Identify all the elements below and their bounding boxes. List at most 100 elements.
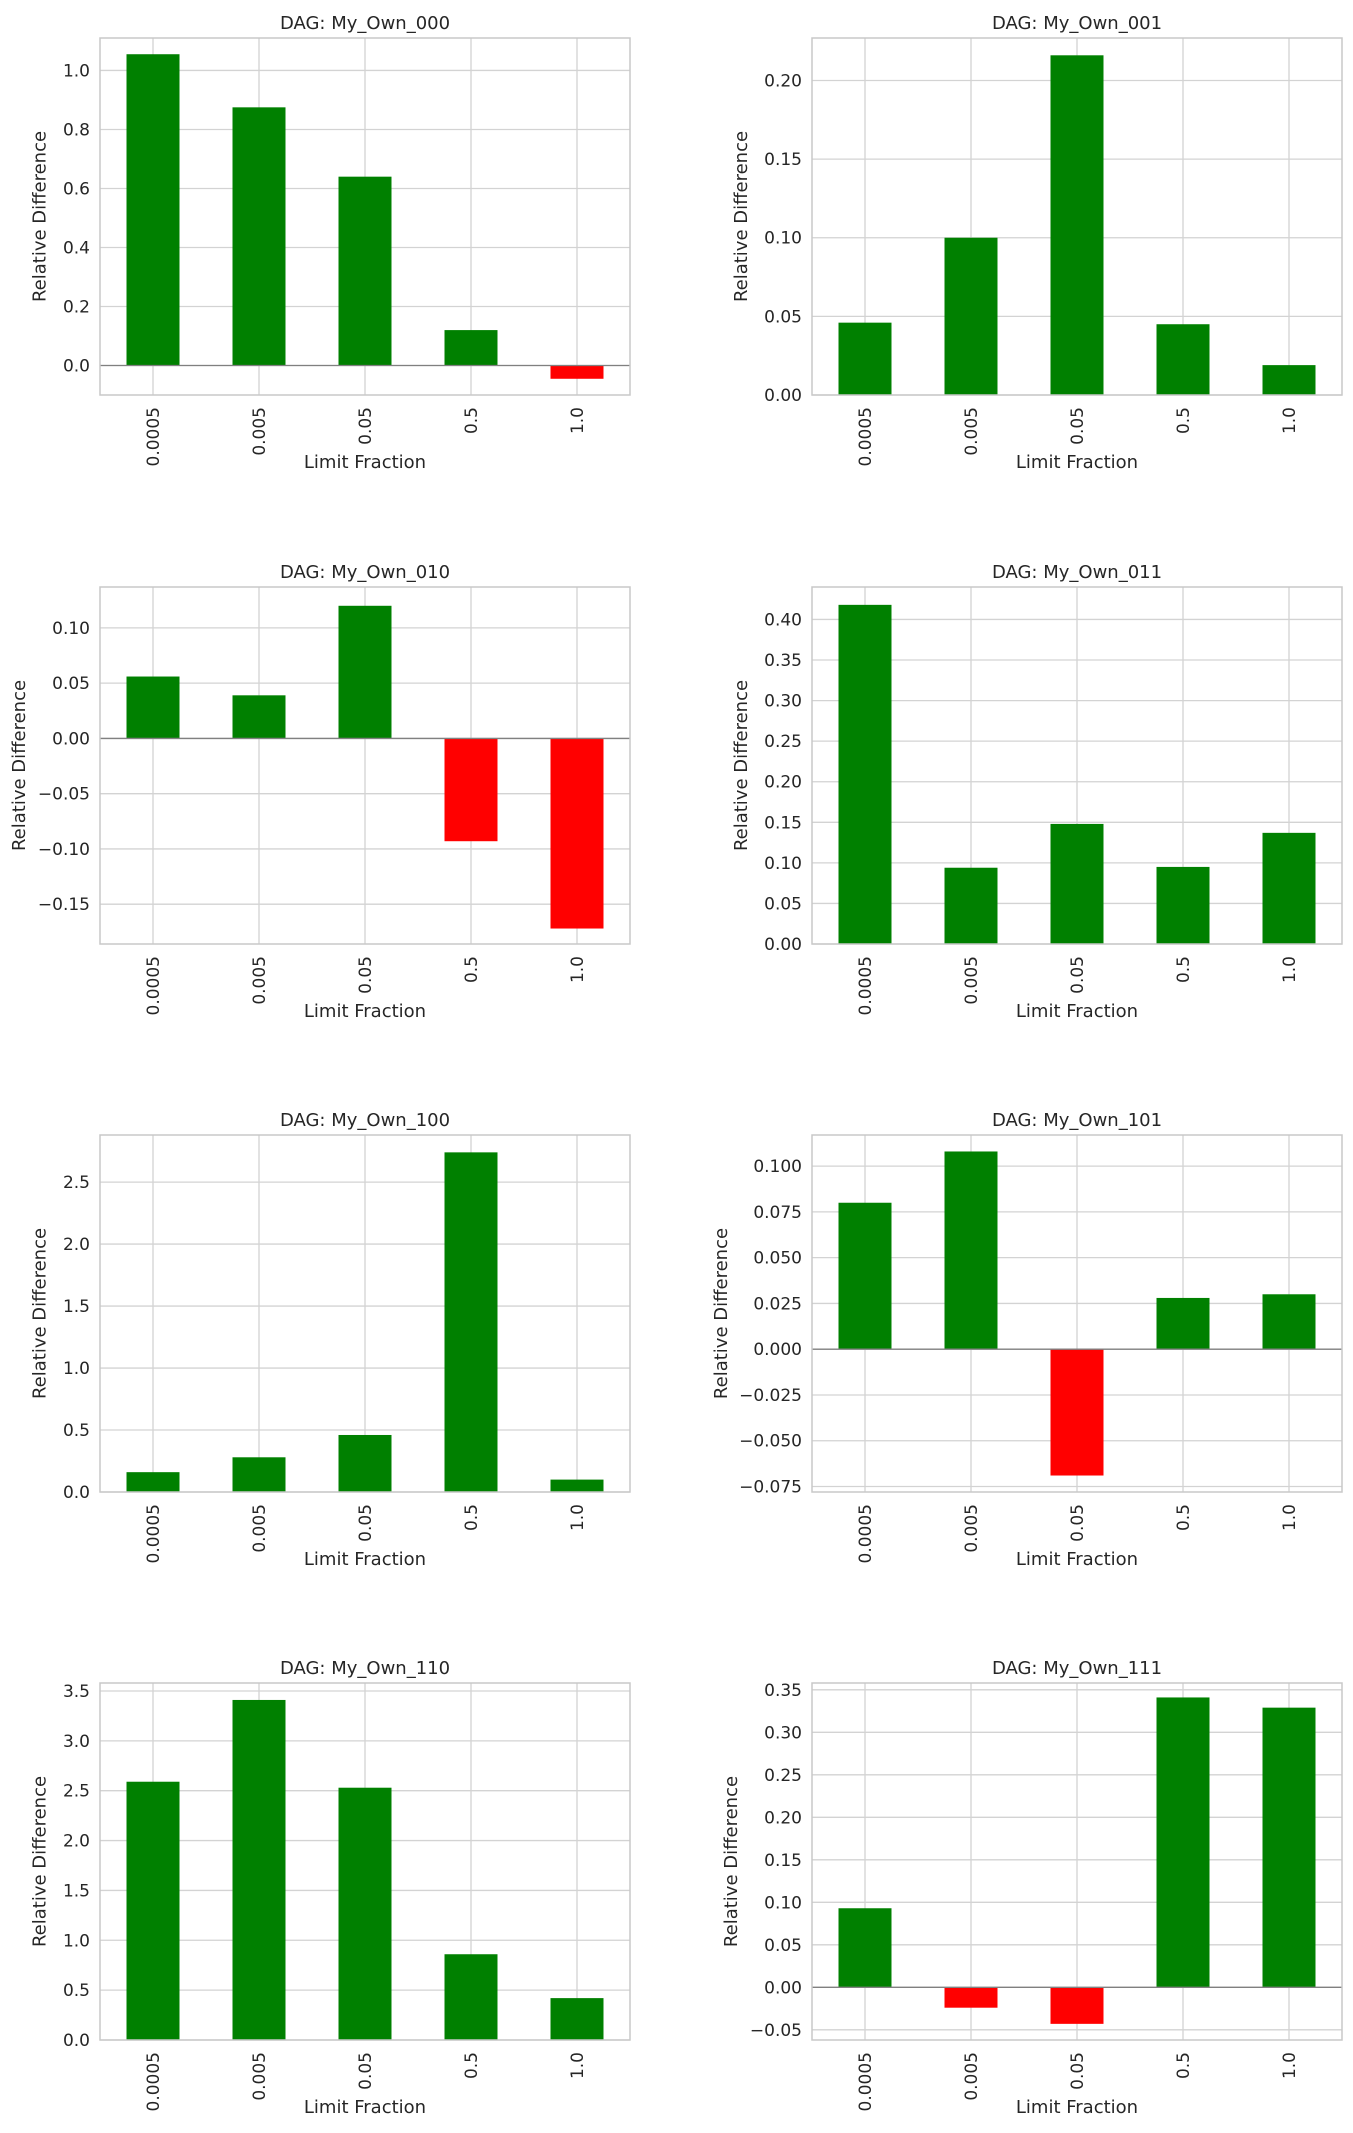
bar <box>1050 1349 1104 1476</box>
x-tick-label: 0.05 <box>1068 407 1088 445</box>
y-tick-label: 0.00 <box>764 386 802 406</box>
x-tick-label: 0.005 <box>250 2052 270 2101</box>
y-tick-label: 0.0 <box>63 2031 90 2051</box>
bar <box>232 1457 286 1492</box>
x-axis-label: Limit Fraction <box>1016 1001 1138 1022</box>
y-tick-label: 0.6 <box>63 179 90 199</box>
x-axis-label: Limit Fraction <box>304 452 426 473</box>
bar <box>838 604 892 944</box>
chart-title: DAG: My_Own_110 <box>280 1658 450 1679</box>
x-tick-label: 1.0 <box>568 1504 588 1531</box>
bar <box>838 1202 892 1350</box>
y-tick-label: 0.05 <box>764 894 802 914</box>
plot-frame <box>811 37 1343 396</box>
bar <box>1262 1294 1316 1350</box>
x-tick-label: 0.0005 <box>144 2052 164 2111</box>
y-tick-label: 0.4 <box>63 238 90 258</box>
chart-7: −0.05 0.00 0.05 0.10 0.15 0.20 0.25 0.30 0.35 0.0… <box>721 1658 1343 2118</box>
chart-title: DAG: My_Own_111 <box>992 1658 1162 1679</box>
x-tick-label: 0.0005 <box>856 2052 876 2111</box>
chart-5: −0.075 −0.050 −0.025 0.000 0.025 0.050 0.075 0.… <box>711 1110 1343 1570</box>
bar <box>444 738 498 842</box>
chart-title: DAG: My_Own_101 <box>992 1110 1162 1131</box>
x-tick-label: 0.005 <box>962 2052 982 2101</box>
bar <box>126 1781 180 2040</box>
bar <box>338 176 392 366</box>
x-tick-label: 1.0 <box>568 407 588 434</box>
y-tick-label: 0.20 <box>764 71 802 91</box>
x-tick-label: 0.5 <box>462 2052 482 2079</box>
x-tick-label: 0.05 <box>1068 2052 1088 2090</box>
plot-frame <box>811 1682 1343 2041</box>
x-tick-label: 0.0005 <box>144 956 164 1015</box>
bar <box>944 867 998 944</box>
chart-1: 0.00 0.05 0.10 0.15 0.20 0.0005 0.005 0.05 0.5 1.… <box>731 13 1343 473</box>
x-tick-label: 0.05 <box>1068 1504 1088 1542</box>
y-tick-label: 0.050 <box>753 1249 802 1269</box>
bar <box>338 605 392 739</box>
bar <box>550 365 604 379</box>
y-tick-label: 0.05 <box>764 307 802 327</box>
x-tick-label: 0.0005 <box>144 407 164 466</box>
chart-2: −0.15 −0.10 −0.05 0.00 0.05 0.10 0.0005 0.005 0.… <box>9 562 631 1022</box>
x-tick-label: 0.5 <box>462 956 482 983</box>
y-tick-label: 1.0 <box>63 61 90 81</box>
y-tick-label: −0.10 <box>38 840 90 860</box>
x-tick-label: 1.0 <box>568 2052 588 2079</box>
bar <box>232 1699 286 2040</box>
bar <box>1262 1707 1316 1988</box>
x-tick-label: 1.0 <box>568 956 588 983</box>
y-axis-label: Relative Difference <box>731 680 752 851</box>
x-tick-label: 1.0 <box>1280 2052 1300 2079</box>
bar <box>944 237 998 395</box>
y-tick-label: 0.30 <box>764 1723 802 1743</box>
y-axis-label: Relative Difference <box>29 1776 50 1947</box>
bar <box>550 738 604 929</box>
x-axis-label: Limit Fraction <box>304 1549 426 1570</box>
y-axis-label: Relative Difference <box>711 1228 732 1399</box>
plot-frame <box>99 586 631 945</box>
bar <box>1050 1987 1104 2024</box>
y-tick-label: 0.10 <box>52 619 90 639</box>
x-tick-label: 0.5 <box>462 1504 482 1531</box>
bar <box>838 1908 892 1988</box>
bar <box>126 1472 180 1492</box>
y-tick-label: 0.15 <box>764 813 802 833</box>
y-tick-label: 0.15 <box>764 1851 802 1871</box>
bar <box>1262 832 1316 944</box>
y-tick-label: 0.2 <box>63 297 90 317</box>
x-tick-label: 0.05 <box>356 1504 376 1542</box>
x-tick-label: 0.5 <box>1174 956 1194 983</box>
y-tick-label: 0.000 <box>753 1340 802 1360</box>
bar <box>944 1151 998 1350</box>
bar <box>444 1954 498 2040</box>
y-tick-label: 0.00 <box>764 1978 802 1998</box>
chart-4: 0.0 0.5 1.0 1.5 2.0 2.5 0.0005 0.005 0.05 0.5 1.0 D… <box>29 1110 631 1570</box>
chart-title: DAG: My_Own_010 <box>280 562 450 583</box>
y-tick-label: 1.0 <box>63 1931 90 1951</box>
x-tick-label: 1.0 <box>1280 407 1300 434</box>
x-tick-label: 0.05 <box>356 407 376 445</box>
y-tick-label: 0.30 <box>764 692 802 712</box>
y-tick-label: 0.100 <box>753 1157 802 1177</box>
x-tick-label: 0.05 <box>1068 956 1088 994</box>
y-tick-label: −0.025 <box>739 1386 802 1406</box>
y-tick-label: 0.05 <box>52 674 90 694</box>
x-tick-label: 1.0 <box>1280 956 1300 983</box>
y-axis-label: Relative Difference <box>29 1228 50 1399</box>
chart-title: DAG: My_Own_100 <box>280 1110 450 1131</box>
x-tick-label: 0.5 <box>1174 2052 1194 2079</box>
y-tick-label: 2.5 <box>63 1782 90 1802</box>
y-tick-label: 3.0 <box>63 1732 90 1752</box>
y-axis-label: Relative Difference <box>721 1776 742 1947</box>
y-tick-label: 2.5 <box>63 1173 90 1193</box>
x-tick-label: 0.5 <box>462 407 482 434</box>
bar <box>1050 55 1104 395</box>
x-tick-label: 0.0005 <box>856 407 876 466</box>
bar <box>444 330 498 366</box>
x-tick-label: 0.0005 <box>856 1504 876 1563</box>
y-axis-label: Relative Difference <box>9 680 30 851</box>
bar <box>1156 866 1210 944</box>
x-axis-label: Limit Fraction <box>1016 2097 1138 2118</box>
x-tick-label: 0.05 <box>356 956 376 994</box>
